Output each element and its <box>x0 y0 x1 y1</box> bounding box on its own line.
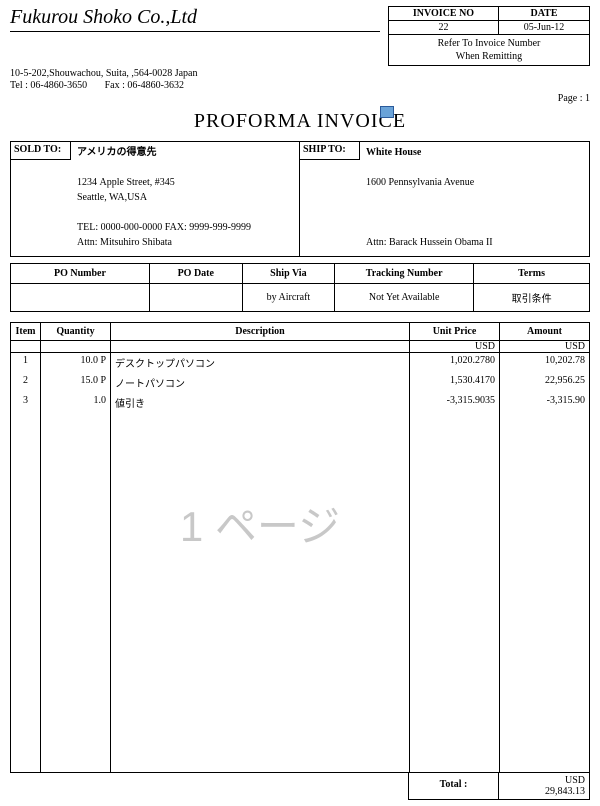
meta-h-podate: PO Date <box>149 264 242 284</box>
meta-v-ship: by Aircraft <box>242 284 335 312</box>
meta-h-track: Tracking Number <box>335 264 474 284</box>
invoice-no-label: INVOICE NO <box>389 7 498 21</box>
invoice-note: Refer To Invoice Number When Remitting <box>389 34 589 65</box>
sold-to-label: SOLD TO: <box>11 142 71 160</box>
items-table: Item Quantity Description Unit Price Amo… <box>10 322 590 773</box>
invoice-no-value: 22 <box>389 21 498 34</box>
items-h-desc: Description <box>111 323 410 341</box>
meta-h-terms: Terms <box>474 264 590 284</box>
ship-to-name: White House <box>366 147 421 158</box>
items-h-unit: Unit Price <box>410 323 500 341</box>
total-label: Total : <box>409 773 499 799</box>
ship-to-body: White House 1600 Pennsylvania Avenue Att… <box>360 142 589 256</box>
items-h-qty: Quantity <box>41 323 111 341</box>
items-h-item: Item <box>11 323 41 341</box>
sold-to-name: アメリカの得意先 <box>77 147 157 158</box>
page-number: Page : 1 <box>10 93 590 104</box>
table-row: 2 15.0 P ノートパソコン 1,530.4170 22,956.25 <box>11 373 590 393</box>
meta-v-podate <box>149 284 242 312</box>
sold-to-line2: Seattle, WA,USA <box>77 192 147 203</box>
meta-h-po: PO Number <box>11 264 150 284</box>
invoice-date-label: DATE <box>499 7 589 21</box>
header-row: Fukurou Shoko Co.,Ltd INVOICE NO 22 DATE… <box>10 6 590 66</box>
unit-currency: USD <box>410 341 500 353</box>
invoice-date-value: 05-Jun-12 <box>499 21 589 34</box>
company-address: 10-5-202,Shouwachou, Suita, ,564-0028 Ja… <box>10 68 590 79</box>
items-h-amt: Amount <box>500 323 590 341</box>
meta-v-po <box>11 284 150 312</box>
sold-to-line1: 1234 Apple Street, #345 <box>77 177 175 188</box>
company-name: Fukurou Shoko Co.,Ltd <box>10 6 380 32</box>
address-section: SOLD TO: アメリカの得意先 1234 Apple Street, #34… <box>10 141 590 257</box>
clipboard-icon <box>380 106 394 118</box>
total-value: USD 29,843.13 <box>499 773 589 799</box>
sold-to-body: アメリカの得意先 1234 Apple Street, #345 Seattle… <box>71 142 299 256</box>
invoice-box: INVOICE NO 22 DATE 05-Jun-12 Refer To In… <box>388 6 590 66</box>
table-row: 1 10.0 P デスクトップパソコン 1,020.2780 10,202.78 <box>11 353 590 373</box>
sold-to-attn: Attn: Mitsuhiro Shibata <box>77 237 172 248</box>
invoice-note-line1: Refer To Invoice Number <box>393 37 585 50</box>
amt-currency: USD <box>500 341 590 353</box>
total-row: Total : USD 29,843.13 <box>10 773 590 800</box>
page-title: PROFORMA INVOICE <box>10 110 590 133</box>
meta-h-ship: Ship Via <box>242 264 335 284</box>
company-contact: Tel : 06-4860-3650 Fax : 06-4860-3632 <box>10 80 590 91</box>
total-amount: 29,843.13 <box>503 786 585 797</box>
company-fax: Fax : 06-4860-3632 <box>105 80 184 91</box>
ship-to-line1: 1600 Pennsylvania Avenue <box>366 177 474 188</box>
invoice-note-line2: When Remitting <box>393 50 585 63</box>
meta-v-terms: 取引条件 <box>474 284 590 312</box>
sold-to-telfax: TEL: 0000-000-0000 FAX: 9999-999-9999 <box>77 222 251 233</box>
total-currency: USD <box>503 775 585 786</box>
ship-to-attn: Attn: Barack Hussein Obama II <box>366 237 493 248</box>
meta-v-track: Not Yet Available <box>335 284 474 312</box>
table-row: 3 1.0 値引き -3,315.9035 -3,315.90 <box>11 393 590 413</box>
title-text: PROFORMA INVOICE <box>194 110 406 132</box>
company-tel: Tel : 06-4860-3650 <box>10 80 87 91</box>
ship-to-label: SHIP TO: <box>300 142 360 160</box>
watermark: 1 ページ <box>180 493 340 554</box>
meta-table: PO Number PO Date Ship Via Tracking Numb… <box>10 263 590 312</box>
